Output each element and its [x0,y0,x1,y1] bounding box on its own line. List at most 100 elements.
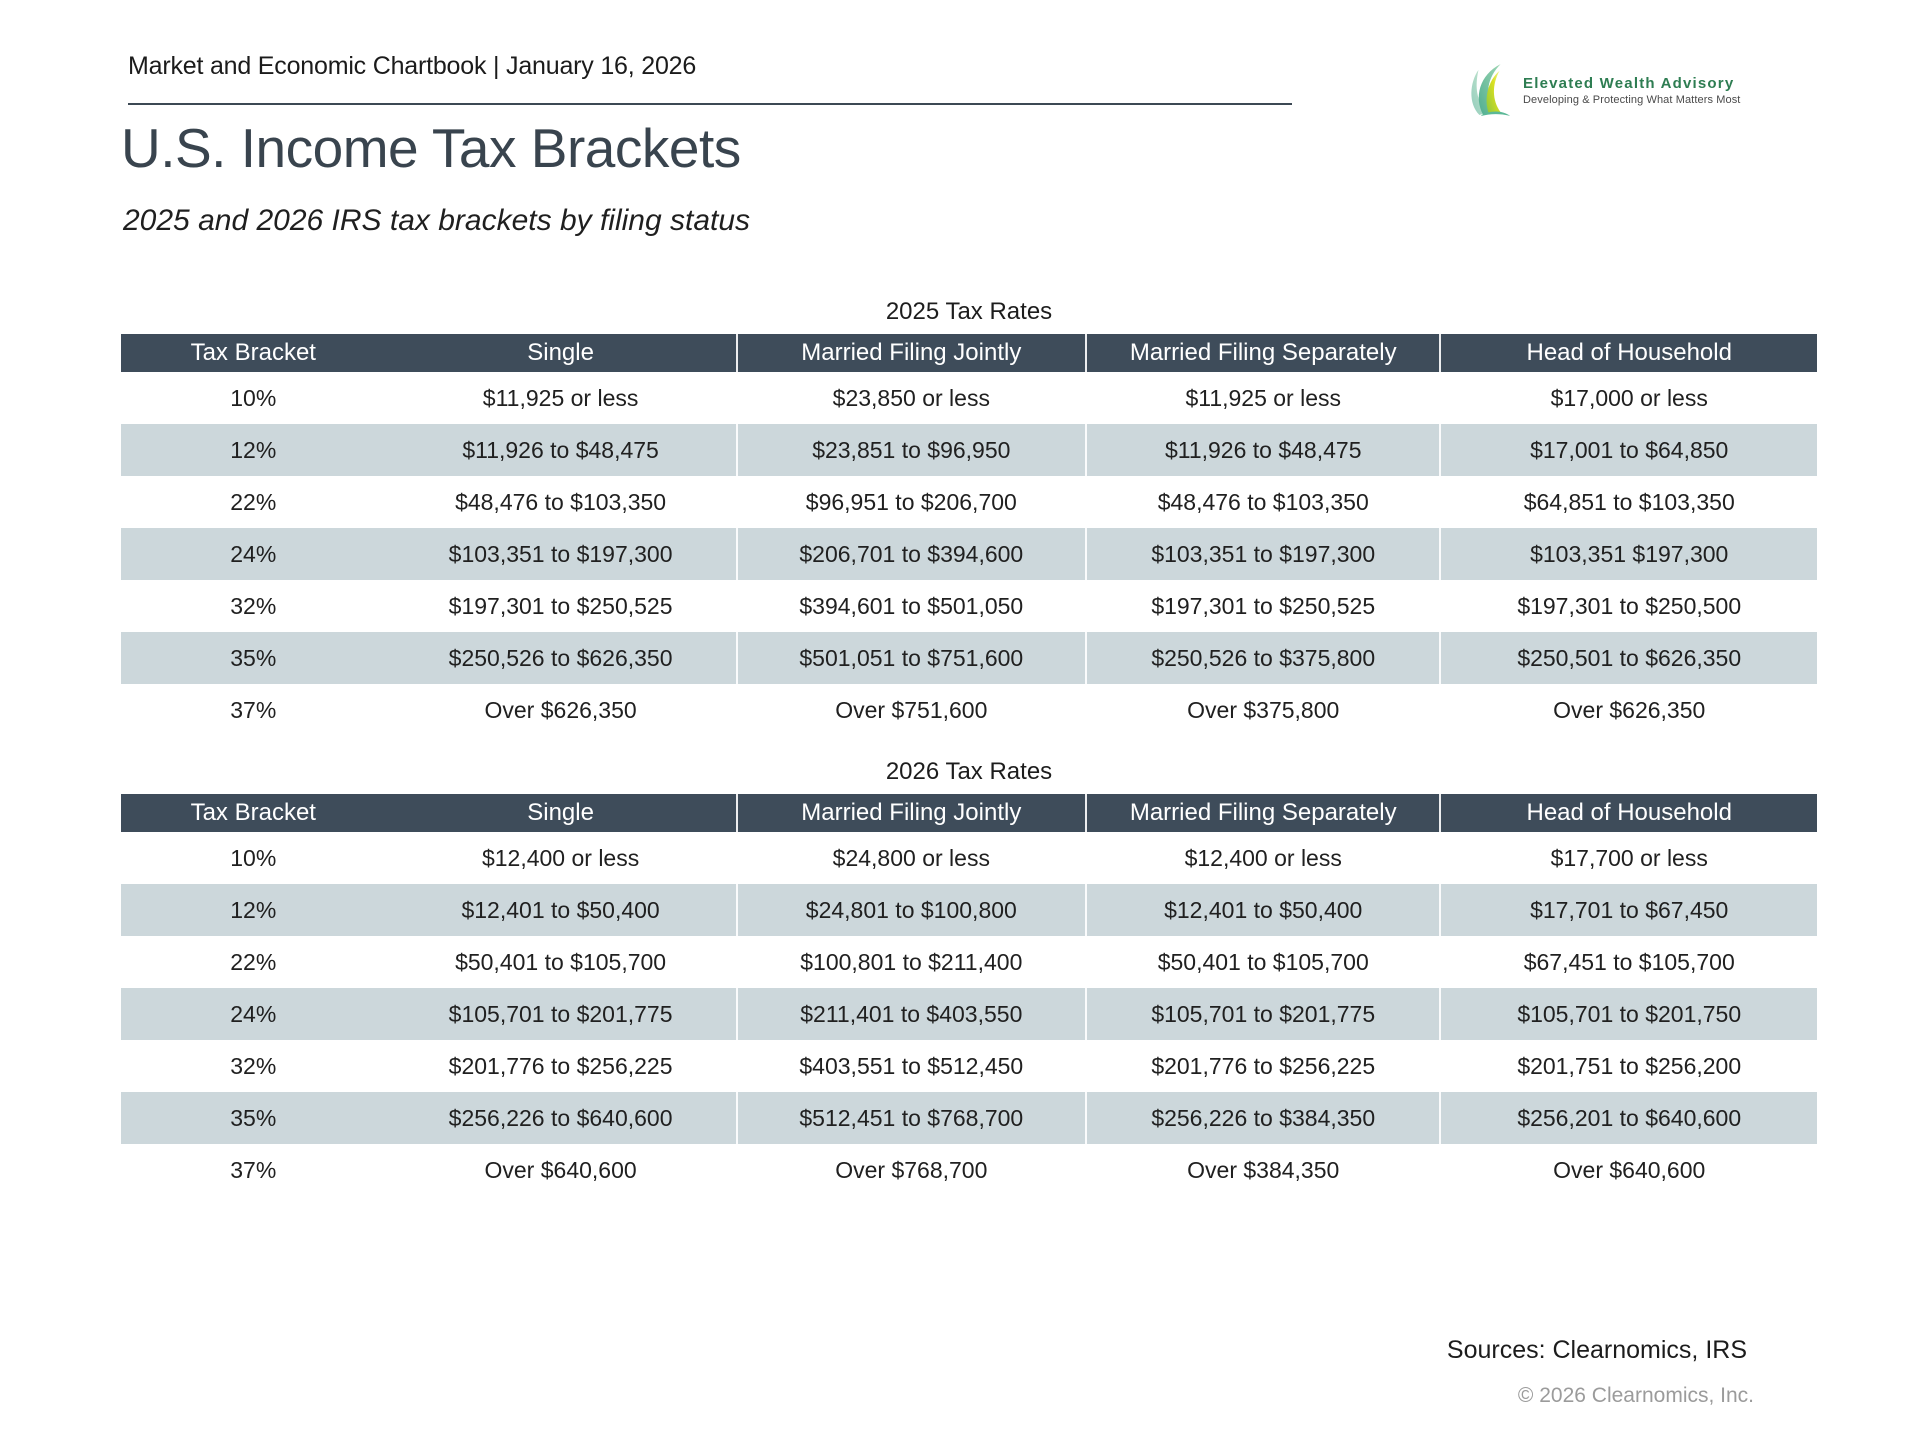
table-row: 32% $197,301 to $250,525 $394,601 to $501,… [121,580,1817,632]
table-cell: 10% [230,384,277,411]
header-row: Tax Bracket Single Married Filing Jointly M… [121,334,1817,372]
table-cell: $96,951 to $206,700 [735,476,1086,528]
table-title: 2025 Tax Rates [885,298,1053,325]
column-header: Single [385,794,737,832]
table-cell: Over $751,600 [735,684,1086,736]
tax-table-2026: 2026 Tax Rates Tax Bracket Single Married F… [121,758,1817,1196]
table-cell: $12,401 to $50,400 [1084,884,1441,936]
table-row: 35% $250,526 to $626,350 $501,051 to $751,… [121,632,1817,684]
column-header: Married Filing Separately [1084,794,1441,832]
column-header: Married Filing Separately [1084,334,1441,372]
table-cell: $201,751 to $256,200 [1439,1040,1817,1092]
table-cell: $17,001 to $64,850 [1439,424,1817,476]
copyright-note: © 2026 Clearnomics, Inc. [1517,1384,1754,1407]
table-cell: $48,476 to $103,350 [1084,476,1441,528]
table-cell: $197,301 to $250,500 [1439,580,1817,632]
table-cell: $105,701 to $201,775 [448,1000,673,1027]
tax-table: Tax Bracket Single Married Filing Jointly M… [121,794,1817,1196]
table-title: 2026 Tax Rates [885,758,1053,785]
table-cell: $211,401 to $403,550 [735,988,1086,1040]
tax-table-2025: 2025 Tax Rates Tax Bracket Single Married F… [121,298,1817,736]
table-cell: 12% [230,436,277,463]
table-cell: 35% [230,1104,277,1131]
table-cell: 12% [230,896,277,923]
table-row: 24% $105,701 to $201,775 $211,401 to $403,… [121,988,1817,1040]
table-cell: $256,201 to $640,600 [1439,1092,1817,1144]
table-cell: $11,925 or less [1084,372,1441,424]
table-cell: Over $768,700 [735,1144,1086,1196]
table-cell: $12,400 or less [1084,832,1441,884]
table-cell: $48,476 to $103,350 [455,488,667,515]
table-cell: 22% [230,488,277,515]
table-cell: Over $626,350 [484,696,637,723]
table-row: 37% Over $626,350 Over $751,600 Over $375,8… [121,684,1817,736]
table-row: 22% $48,476 to $103,350 $96,951 to $206,70… [121,476,1817,528]
table-cell: $206,701 to $394,600 [735,528,1086,580]
header-row: Tax Bracket Single Married Filing Jointly M… [121,794,1817,832]
table-cell: 32% [230,592,277,619]
table-cell: $11,926 to $48,475 [462,436,659,463]
table-cell: $64,851 to $103,350 [1439,476,1817,528]
table-cell: $103,351 $197,300 [1439,528,1817,580]
table-row: 10% $12,400 or less $24,800 or less $12,400… [121,832,1817,884]
logo-tagline: Developing & Protecting What Matters Mos… [1523,93,1741,106]
table-cell: 10% [230,844,277,871]
header-rule [128,103,1292,105]
table-cell: $256,226 to $640,600 [448,1104,673,1131]
table-cell: $17,700 or less [1439,832,1817,884]
logo-text: Elevated Wealth Advisory Developing & Pr… [1523,75,1740,106]
table-cell: $12,400 or less [481,844,640,871]
table-cell: $24,800 or less [735,832,1086,884]
table-cell: 22% [230,948,277,975]
leaf-swoosh-icon [1471,64,1511,116]
column-header: Head of Household [1439,334,1817,372]
table-cell: Over $626,350 [1439,684,1817,736]
table-cell: $250,526 to $375,800 [1084,632,1441,684]
table-row: 32% $201,776 to $256,225 $403,551 to $512,… [121,1040,1817,1092]
table-cell: $24,801 to $100,800 [735,884,1086,936]
page-subtitle: 2025 and 2026 IRS tax brackets by filing… [123,204,751,237]
table-row: 22% $50,401 to $105,700 $100,801 to $211,4… [121,936,1817,988]
table-cell: $201,776 to $256,225 [1084,1040,1441,1092]
column-header: Married Filing Jointly [735,334,1086,372]
table-cell: $11,926 to $48,475 [1084,424,1441,476]
table-cell: $105,701 to $201,775 [1084,988,1441,1040]
table-cell: $201,776 to $256,225 [448,1052,673,1079]
table-cell: $100,801 to $211,400 [735,936,1086,988]
table-cell: $12,401 to $50,400 [461,896,660,923]
table-cell: $11,925 or less [482,384,639,411]
table-row: 10% $11,925 or less $23,850 or less $11,925… [121,372,1817,424]
column-header: Tax Bracket [121,794,386,832]
table-cell: 32% [230,1052,277,1079]
table-cell: $23,850 or less [735,372,1086,424]
table-cell: $512,451 to $768,700 [735,1092,1086,1144]
table-cell: $394,601 to $501,050 [735,580,1086,632]
table-cell: $256,226 to $384,350 [1084,1092,1441,1144]
table-cell: $103,351 to $197,300 [1084,528,1441,580]
table-cell: 24% [230,540,277,567]
table-row: 24% $103,351 to $197,300 $206,701 to $394,… [121,528,1817,580]
table-cell: $67,451 to $105,700 [1439,936,1817,988]
column-header: Head of Household [1439,794,1817,832]
table-cell: 24% [230,1000,277,1027]
table-cell: Over $640,600 [1439,1144,1817,1196]
table-row: 37% Over $640,600 Over $768,700 Over $384,3… [121,1144,1817,1196]
table-cell: $23,851 to $96,950 [735,424,1086,476]
column-header: Single [385,334,737,372]
tax-tables: 2025 Tax Rates Tax Bracket Single Married F… [121,298,1817,1196]
table-cell: $250,526 to $626,350 [448,644,673,671]
table-cell: $17,701 to $67,450 [1439,884,1817,936]
table-cell: $103,351 to $197,300 [448,540,673,567]
table-row: 35% $256,226 to $640,600 $512,451 to $768,… [121,1092,1817,1144]
table-cell: $403,551 to $512,450 [735,1040,1086,1092]
table-cell: $50,401 to $105,700 [455,948,667,975]
table-cell: Over $640,600 [484,1156,637,1183]
table-row: 12% $12,401 to $50,400 $24,801 to $100,800… [121,884,1817,936]
logo: Elevated Wealth Advisory Developing & Pr… [1466,62,1740,118]
table-cell: Over $384,350 [1084,1144,1441,1196]
tax-table: Tax Bracket Single Married Filing Jointly M… [121,334,1817,736]
table-cell: 35% [230,644,277,671]
logo-name: Elevated Wealth Advisory [1523,74,1735,92]
page-title: U.S. Income Tax Brackets [121,117,741,179]
